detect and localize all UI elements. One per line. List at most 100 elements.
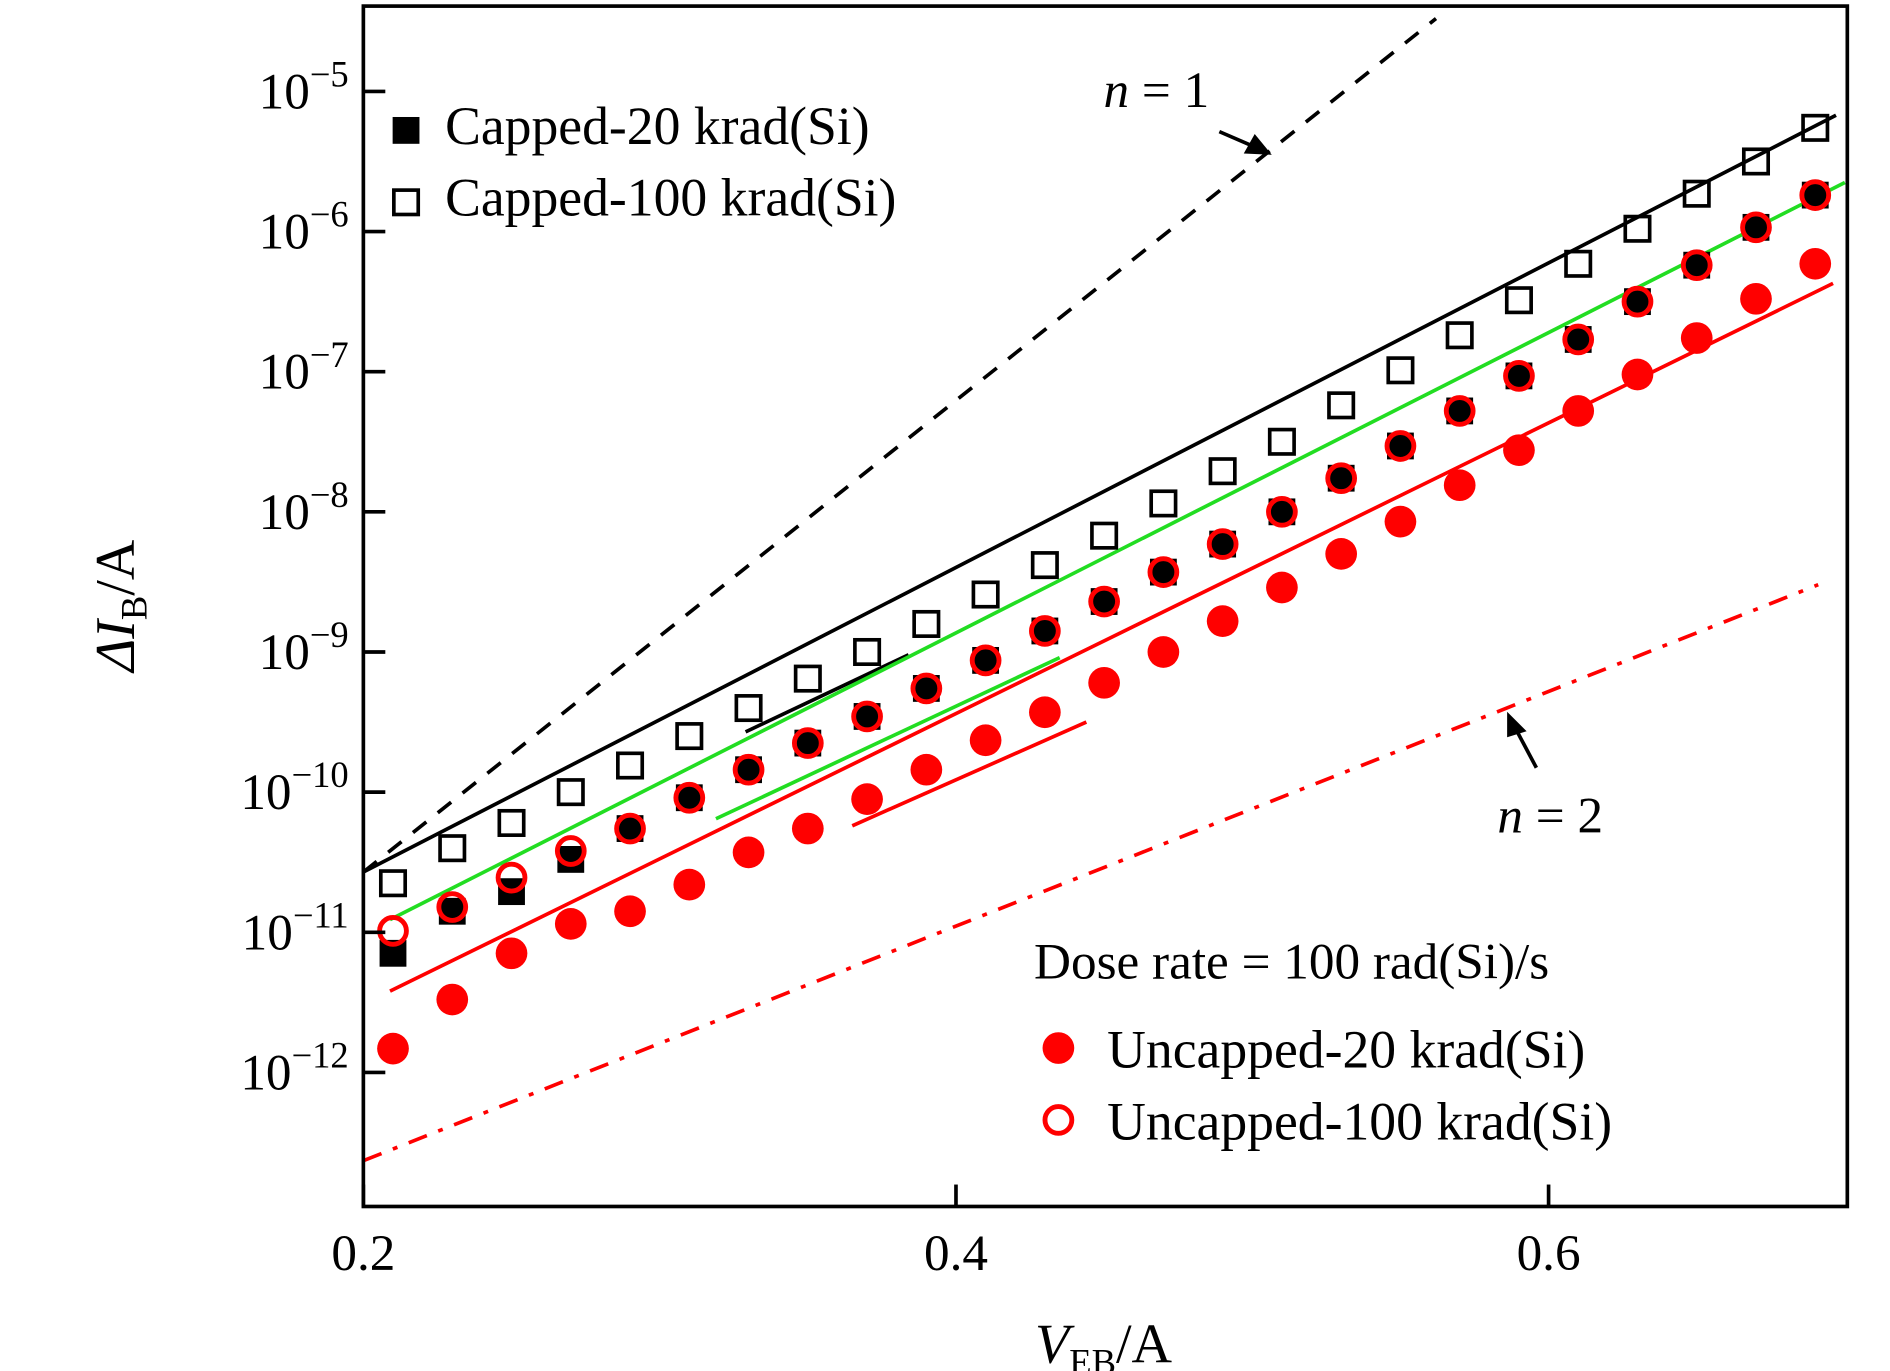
uncapped-20-low-fit-line bbox=[851, 720, 1088, 828]
data-point-uncapped-20 bbox=[614, 895, 646, 928]
data-point-capped-100 bbox=[438, 834, 467, 863]
data-point-capped-100 bbox=[1801, 113, 1830, 142]
y-tick-label: 10−5 bbox=[259, 54, 349, 121]
uncapped-20-fit-line bbox=[389, 281, 1834, 993]
data-point-uncapped-20 bbox=[1384, 505, 1417, 538]
legend-marker-open-circle bbox=[1042, 1104, 1075, 1136]
data-point-uncapped-100 bbox=[969, 644, 1002, 677]
data-point-capped-100 bbox=[1386, 356, 1415, 385]
fit-lines bbox=[363, 17, 1846, 1163]
legend-capped: Capped-20 krad(Si) Capped-100 krad(Si) bbox=[392, 96, 896, 228]
arrowhead-n1 bbox=[1243, 134, 1272, 155]
data-point-capped-100 bbox=[1445, 321, 1474, 350]
data-point-uncapped-20 bbox=[1147, 636, 1180, 668]
data-point-capped-100 bbox=[734, 694, 763, 723]
data-point-uncapped-100 bbox=[554, 835, 587, 867]
data-point-uncapped-100 bbox=[436, 891, 469, 923]
data-point-uncapped-20 bbox=[851, 783, 883, 815]
data-point-uncapped-20 bbox=[969, 724, 1002, 757]
data-point-uncapped-20 bbox=[495, 937, 528, 970]
data-point-capped-100 bbox=[1564, 249, 1593, 278]
data-point-uncapped-100 bbox=[1621, 285, 1654, 318]
legend-marker-filled-square bbox=[392, 116, 420, 144]
data-point-capped-100 bbox=[1741, 147, 1771, 176]
data-point-uncapped-100 bbox=[732, 753, 765, 786]
x-axis-label: VEB/A bbox=[1035, 1313, 1173, 1371]
data-point-uncapped-20 bbox=[1503, 434, 1535, 467]
data-point-uncapped-100 bbox=[1266, 495, 1298, 528]
data-point-uncapped-100 bbox=[1384, 430, 1417, 462]
data-point-capped-100 bbox=[675, 722, 704, 751]
data-point-uncapped-100 bbox=[1680, 249, 1713, 282]
data-point-capped-100 bbox=[1090, 521, 1119, 550]
data-point-uncapped-20 bbox=[673, 868, 706, 901]
data-point-capped-100 bbox=[971, 580, 1000, 609]
n1-label: n = 1 bbox=[1104, 62, 1210, 119]
capped-low-fit-line bbox=[744, 653, 910, 734]
annotation-n1: n = 1 bbox=[1104, 62, 1272, 155]
legend-label: Uncapped-100 krad(Si) bbox=[1107, 1091, 1612, 1151]
annotation-n2: n = 2 bbox=[1497, 711, 1603, 844]
data-point-capped-100 bbox=[497, 808, 526, 837]
data-point-uncapped-20 bbox=[377, 1032, 409, 1065]
data-point-capped-100 bbox=[853, 637, 882, 667]
data-point-uncapped-20 bbox=[554, 908, 587, 940]
y-tick-label: 10−12 bbox=[240, 1035, 348, 1102]
y-tick-label: 10−6 bbox=[259, 194, 349, 261]
arrowhead-n2 bbox=[1507, 711, 1527, 738]
data-point-uncapped-100 bbox=[1562, 323, 1595, 356]
data-point-uncapped-20 bbox=[1621, 358, 1654, 391]
data-point-uncapped-20 bbox=[1562, 395, 1595, 427]
data-point-uncapped-100 bbox=[1325, 462, 1358, 495]
legend-marker-filled-circle bbox=[1042, 1032, 1075, 1064]
data-point-uncapped-100 bbox=[673, 781, 706, 814]
data-point-capped-100 bbox=[1682, 179, 1711, 208]
x-tick-label: 0.4 bbox=[924, 1225, 988, 1282]
data-point-uncapped-20 bbox=[436, 983, 469, 1016]
legend-uncapped: Dose rate = 100 rad(Si)/s Uncapped-20 kr… bbox=[1034, 934, 1612, 1152]
data-point-uncapped-20 bbox=[910, 753, 943, 786]
data-point-capped-100 bbox=[1030, 551, 1059, 580]
data-markers bbox=[377, 113, 1832, 1065]
data-point-uncapped-20 bbox=[1443, 469, 1476, 502]
data-point-uncapped-100 bbox=[1147, 556, 1180, 588]
data-point-uncapped-100 bbox=[910, 672, 943, 705]
n2-label: n = 2 bbox=[1497, 787, 1603, 844]
data-point-uncapped-20 bbox=[732, 836, 765, 869]
data-point-capped-100 bbox=[1208, 457, 1237, 486]
y-tick-label: 10−8 bbox=[259, 474, 349, 541]
y-tick-label: 10−11 bbox=[242, 894, 349, 961]
capped-fit-line bbox=[363, 113, 1837, 874]
data-point-capped-100 bbox=[616, 751, 645, 780]
data-point-uncapped-100 bbox=[1740, 211, 1772, 244]
data-point-capped-100 bbox=[912, 609, 941, 638]
ideality-n1-line bbox=[363, 17, 1438, 874]
data-point-uncapped-20 bbox=[1325, 538, 1358, 570]
data-point-capped-100 bbox=[1327, 391, 1356, 420]
data-point-capped-100 bbox=[1623, 214, 1652, 243]
data-point-capped-100 bbox=[1504, 286, 1533, 315]
uncapped-100-fit-line bbox=[389, 180, 1846, 922]
data-point-capped-100 bbox=[378, 869, 408, 898]
data-point-uncapped-20 bbox=[791, 812, 824, 845]
x-tick-label: 0.2 bbox=[331, 1225, 395, 1282]
data-point-uncapped-100 bbox=[1088, 585, 1120, 618]
data-point-uncapped-100 bbox=[851, 700, 883, 733]
plot-frame bbox=[361, 4, 1850, 1209]
data-point-uncapped-100 bbox=[614, 812, 646, 845]
data-point-uncapped-20 bbox=[1740, 282, 1772, 315]
data-point-uncapped-100 bbox=[1029, 615, 1061, 647]
y-tick-label: 10−9 bbox=[259, 614, 349, 681]
legend-label: Capped-20 krad(Si) bbox=[445, 96, 870, 156]
legend-marker-open-square bbox=[392, 188, 421, 217]
data-point-capped-100 bbox=[1149, 489, 1178, 518]
data-point-uncapped-100 bbox=[1206, 528, 1239, 560]
legend-label: Capped-100 krad(Si) bbox=[445, 168, 896, 228]
x-tick-label: 0.6 bbox=[1517, 1225, 1581, 1282]
data-point-capped-100 bbox=[1267, 427, 1296, 456]
data-point-uncapped-100 bbox=[495, 861, 528, 894]
uncapped-100-low-fit-line bbox=[715, 655, 1061, 821]
data-point-capped-100 bbox=[793, 664, 822, 693]
data-point-uncapped-20 bbox=[1680, 322, 1713, 354]
